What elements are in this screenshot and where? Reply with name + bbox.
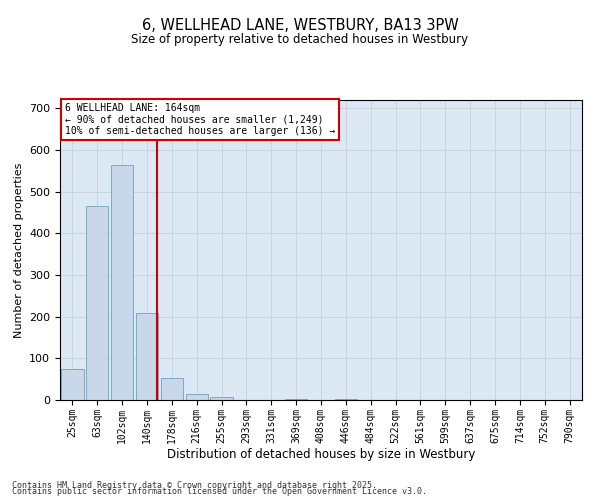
Bar (61, 369, 83, 400)
Bar (161, 378, 183, 400)
Bar (136, 312, 158, 400)
Bar (111, 164, 133, 400)
Text: 6, WELLHEAD LANE, WESTBURY, BA13 3PW: 6, WELLHEAD LANE, WESTBURY, BA13 3PW (142, 18, 458, 32)
Bar (86, 206, 109, 400)
Bar (285, 399, 307, 400)
Y-axis label: Number of detached properties: Number of detached properties (14, 162, 23, 338)
Text: Contains public sector information licensed under the Open Government Licence v3: Contains public sector information licen… (12, 487, 427, 496)
Text: Contains HM Land Registry data © Crown copyright and database right 2025.: Contains HM Land Registry data © Crown c… (12, 481, 377, 490)
Bar (335, 399, 357, 400)
X-axis label: Distribution of detached houses by size in Westbury: Distribution of detached houses by size … (167, 448, 475, 462)
Text: 6 WELLHEAD LANE: 164sqm
← 90% of detached houses are smaller (1,249)
10% of semi: 6 WELLHEAD LANE: 164sqm ← 90% of detache… (65, 103, 335, 136)
Bar (185, 394, 208, 400)
Bar (211, 397, 233, 400)
Text: Size of property relative to detached houses in Westbury: Size of property relative to detached ho… (131, 32, 469, 46)
